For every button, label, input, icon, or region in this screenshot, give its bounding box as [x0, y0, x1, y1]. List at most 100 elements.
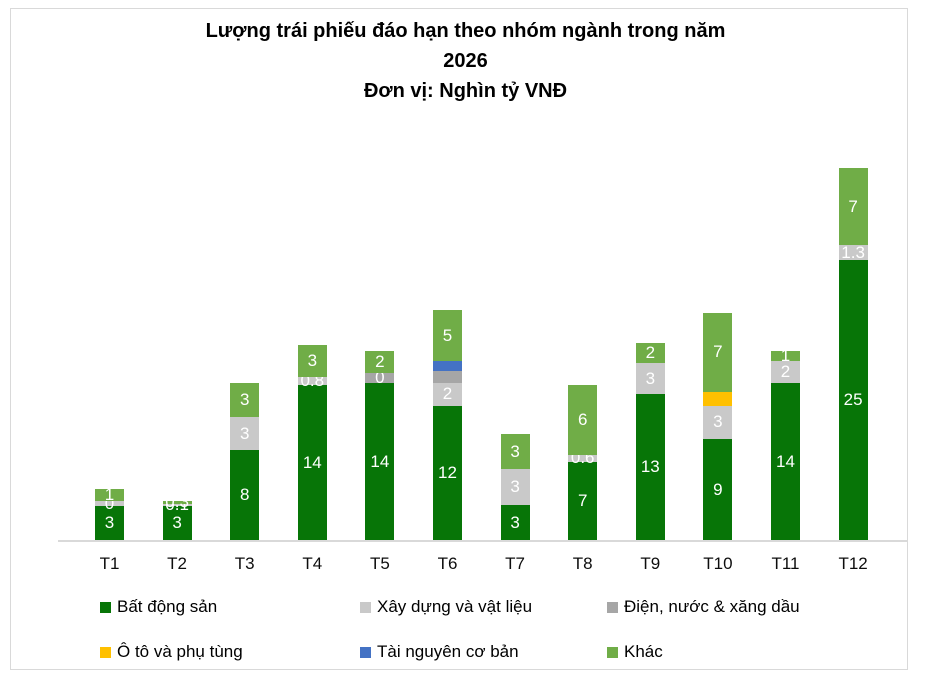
bar-segment: 14: [365, 383, 395, 540]
bar-segment: 7: [568, 461, 598, 540]
bar-segment-label: 1: [104, 484, 115, 504]
bar-segment-label: 3: [510, 477, 520, 497]
bar-segment: 7: [838, 168, 868, 246]
bar-T11: 14 2 1: [771, 346, 800, 540]
x-axis-label: T11: [771, 554, 800, 573]
bar-segment-label: 8: [239, 485, 250, 505]
chart-title-block: Lượng trái phiếu đáo hạn theo nhóm ngành…: [0, 16, 931, 106]
legend-swatch-icon: [607, 646, 618, 658]
bar-segment-label: 7: [713, 342, 723, 362]
legend-item: Xây dựng và vật liệu: [360, 596, 532, 618]
bar-T2: 3 0.1 0.3: [162, 493, 192, 540]
bar-segment: [703, 392, 733, 406]
legend-swatch-icon: [100, 646, 111, 658]
bar-segment-label: 3: [645, 368, 656, 388]
bar-segment-label: 0: [104, 493, 115, 513]
chart-title-line1: Lượng trái phiếu đáo hạn theo nhóm ngành…: [205, 20, 726, 42]
bar-segment-label: 6: [577, 410, 588, 430]
bar-segment-label: 0.3: [165, 492, 189, 512]
bar-segment-label: 14: [370, 451, 390, 471]
x-axis-label: T10: [703, 554, 733, 573]
bar-T3: 8 3 3: [230, 383, 260, 540]
bar-segment-label: 13: [640, 457, 660, 477]
bar-segment: [433, 360, 462, 371]
bar-segment-label: 2: [645, 342, 656, 362]
bar-segment: 3: [703, 405, 733, 440]
legend-swatch-icon: [360, 646, 371, 658]
bar-segment: 3: [230, 416, 260, 451]
bar-T10: 9 3 7: [703, 312, 733, 540]
bar-segment-label: 9: [713, 479, 723, 499]
legend-label: Ô tô và phụ tùng: [117, 642, 243, 661]
bar-segment: 7: [703, 312, 733, 393]
x-axis-label: T8: [572, 554, 593, 573]
bar-segment: 0.1: [162, 496, 192, 514]
bar-segment: 3: [162, 506, 192, 540]
bar-segment-label: 7: [577, 490, 588, 510]
bar-segment: 25: [838, 260, 868, 540]
bar-segment: 3: [230, 383, 260, 417]
bar-segment: 0: [95, 494, 124, 512]
bar-T7: 3 3 3: [500, 433, 530, 540]
bar-segment-label: 1.3: [841, 242, 865, 262]
bar-segment: 13: [635, 394, 665, 540]
bar-segment-label: 0: [375, 368, 385, 388]
bar-segment-label: 1: [780, 345, 791, 365]
bar-segment: 3: [500, 505, 530, 540]
x-axis-label: T6: [437, 554, 458, 573]
bar-segment: 2: [771, 360, 800, 384]
legend-swatch-icon: [607, 601, 618, 613]
bar-segment: 3: [297, 345, 327, 377]
bar-segment: 0: [365, 369, 395, 387]
bar-segment-label: 2: [375, 351, 385, 371]
x-axis-label: T1: [99, 554, 120, 573]
legend-label: Điện, nước & xăng dầu: [624, 597, 800, 616]
legend-swatch-icon: [360, 601, 371, 613]
bar-T12: 25 1.3 7: [838, 168, 868, 540]
legend-label: Bất động sản: [117, 597, 218, 616]
bar-segment-label: 7: [848, 196, 858, 216]
bar-segment-label: 14: [302, 452, 322, 472]
legend-label: Tài nguyên cơ bản: [377, 642, 519, 661]
chart-title-line2: 2026: [443, 50, 488, 72]
bar-segment: 8: [230, 450, 260, 540]
bar-segment: 14: [297, 385, 327, 540]
x-axis-label: T2: [167, 554, 188, 573]
legend-item: Ô tô và phụ tùng: [100, 641, 243, 663]
bar-segment-label: 3: [239, 423, 250, 443]
bar-segment-label: 3: [104, 513, 115, 533]
x-axis-label: T5: [369, 554, 390, 573]
bar-segment: 1: [771, 346, 800, 364]
bar-segment-label: 2: [780, 362, 791, 381]
chart-title-line3: Đơn vị: Nghìn tỷ VNĐ: [363, 80, 568, 102]
legend-item: Tài nguyên cơ bản: [360, 641, 519, 663]
bar-segment: 14: [771, 383, 800, 540]
bar-segment: 3: [635, 363, 665, 395]
bar-segment: [433, 370, 462, 384]
bar-segment: 3: [500, 433, 530, 470]
bar-segment-label: 14: [776, 451, 795, 471]
bar-segment: 9: [703, 439, 733, 540]
x-axis-label: T7: [505, 554, 526, 573]
bar-T5: 14 0 2: [365, 350, 395, 540]
bar-segment-label: 3: [510, 512, 520, 532]
bar-segment-label: 3: [510, 441, 520, 461]
bar-segment: 0.3: [162, 493, 192, 511]
bar-segment-label: 3: [172, 513, 182, 533]
bar-segment-label: 25: [843, 390, 863, 409]
bar-T4: 14 0.8 3: [297, 345, 327, 540]
bar-segment-label: 2: [442, 384, 453, 404]
bar-segment: 5: [433, 310, 462, 361]
bar-segment: 2: [635, 342, 665, 364]
bar-segment: 3: [95, 506, 124, 540]
bar-segment-label: 3: [713, 412, 723, 432]
legend-label: Xây dựng và vật liệu: [377, 597, 533, 616]
legend-label: Khác: [624, 642, 663, 661]
x-axis-line: [58, 540, 907, 542]
bar-T6: 12 2 5: [433, 310, 462, 540]
bar-segment-label: 3: [239, 390, 250, 410]
bar-segment: 1: [95, 485, 124, 503]
